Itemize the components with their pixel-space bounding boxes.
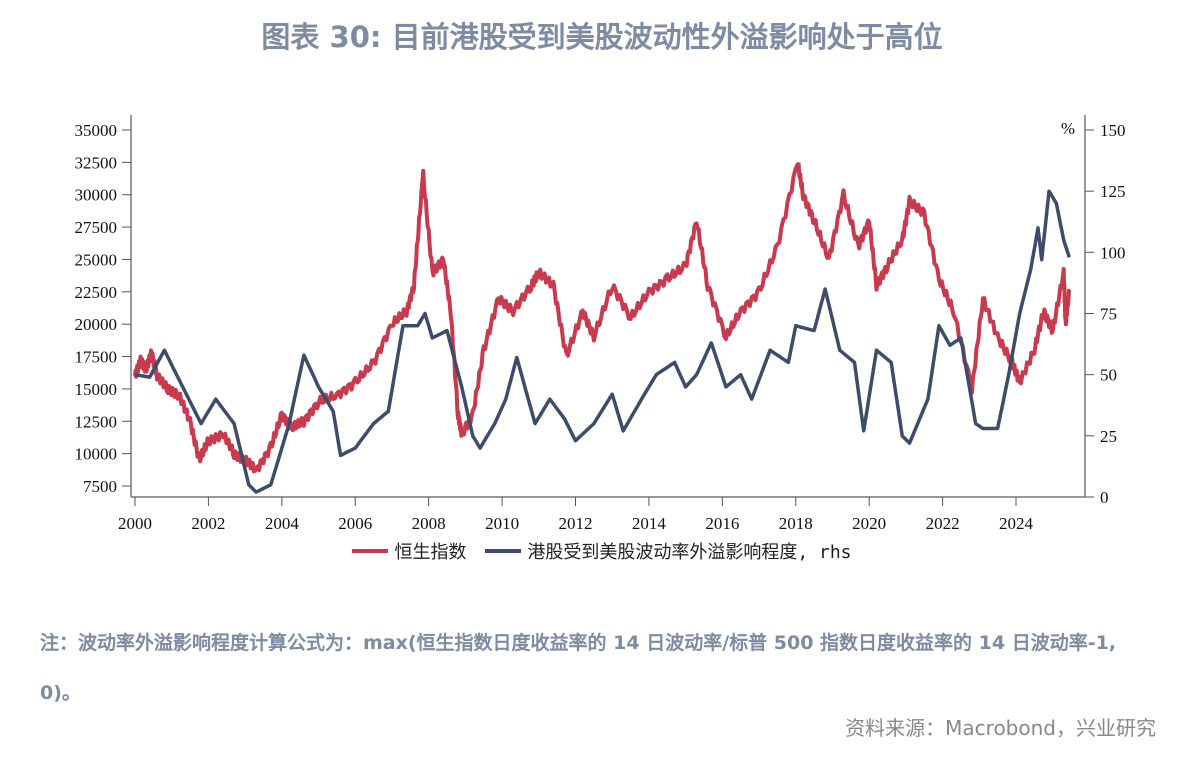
y-left-tick-label: 20000 — [75, 315, 118, 334]
source-text: 资料来源：Macrobond，兴业研究 — [845, 716, 1156, 740]
x-tick-label: 2004 — [265, 514, 300, 533]
y-left-tick-label: 10000 — [75, 445, 118, 464]
legend-label-spillover: 港股受到美股波动率外溢影响程度, rhs — [527, 542, 852, 563]
y-right-tick-label: 50 — [1100, 366, 1117, 385]
x-tick-label: 2000 — [118, 514, 152, 533]
y-left-tick-label: 22500 — [75, 283, 118, 302]
y-left-tick-label: 12500 — [75, 412, 118, 431]
y-right-tick-label: 100 — [1100, 243, 1126, 262]
legend-swatch-hsi — [352, 549, 389, 553]
footnote: 注：波动率外溢影响程度计算公式为：max(恒生指数日度收益率的 14 日波动率/… — [40, 632, 1117, 704]
x-tick-label: 2002 — [191, 514, 225, 533]
x-tick-label: 2020 — [852, 514, 886, 533]
y-left-tick-label: 17500 — [75, 348, 118, 367]
x-tick-label: 2016 — [705, 514, 739, 533]
series-line-spillover — [134, 189, 1071, 494]
chart-area: 3500032500300002750025000225002000017500… — [75, 115, 1126, 533]
x-tick-label: 2006 — [338, 514, 372, 533]
legend-swatch-spillover — [485, 549, 522, 553]
x-tick-label: 2024 — [999, 514, 1034, 533]
y-left-tick-label: 30000 — [75, 186, 118, 205]
y-left-tick-label: 7500 — [83, 477, 117, 496]
x-tick-label: 2012 — [559, 514, 593, 533]
y-right-tick-label: 0 — [1100, 488, 1109, 507]
series-line-hsi — [133, 162, 1072, 474]
x-tick-label: 2022 — [926, 514, 960, 533]
legend-label-hsi: 恒生指数 — [394, 542, 467, 563]
legend-item-spillover: 港股受到美股波动率外溢影响程度, rhs — [485, 538, 852, 564]
y-right-unit: % — [1061, 119, 1075, 138]
y-left-tick-label: 27500 — [75, 218, 118, 237]
y-left-tick-label: 25000 — [75, 250, 118, 269]
y-left-tick-label: 15000 — [75, 380, 118, 399]
y-right-tick-label: 75 — [1100, 305, 1117, 324]
y-right-tick-label: 25 — [1100, 427, 1117, 446]
y-left-tick-label: 32500 — [75, 153, 118, 172]
x-tick-label: 2018 — [779, 514, 813, 533]
chart-title: 图表 30: 目前港股受到美股波动性外溢影响处于高位 — [261, 20, 943, 54]
y-right-tick-label: 125 — [1100, 182, 1126, 201]
x-tick-label: 2010 — [485, 514, 519, 533]
y-right-tick-label: 150 — [1100, 121, 1126, 140]
legend-item-hsi: 恒生指数 — [352, 538, 466, 564]
legend: 恒生指数 港股受到美股波动率外溢影响程度, rhs — [0, 537, 1204, 564]
x-tick-label: 2014 — [632, 514, 667, 533]
x-tick-label: 2008 — [412, 514, 446, 533]
y-left-tick-label: 35000 — [75, 121, 118, 140]
